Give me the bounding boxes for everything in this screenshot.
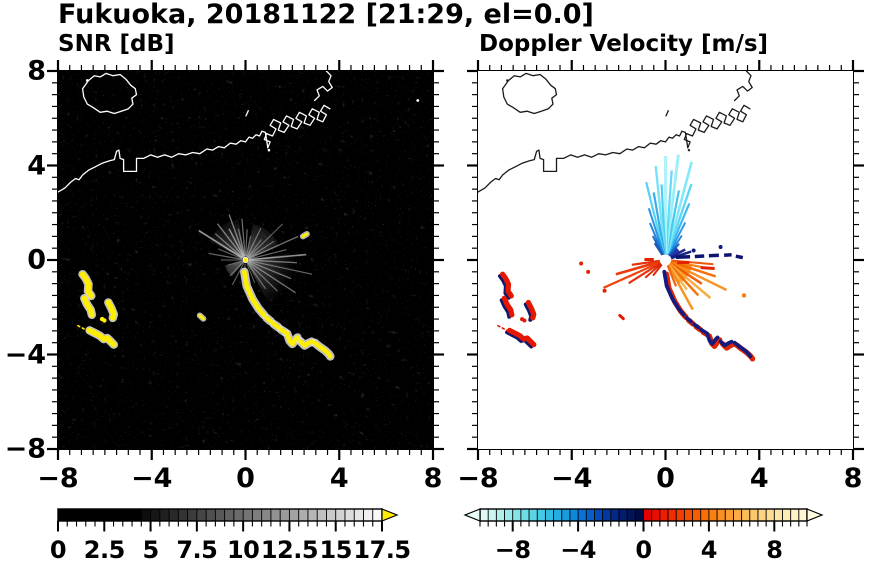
snr-ppi-plot: [58, 71, 433, 449]
velocity-panel-label: Doppler Velocity [m/s]: [479, 31, 769, 57]
figure-title: Fukuoka, 20181122 [21:29, el=0.0]: [58, 0, 594, 30]
velocity-ppi-plot: [478, 71, 853, 449]
snr-panel-label: SNR [dB]: [58, 31, 175, 57]
